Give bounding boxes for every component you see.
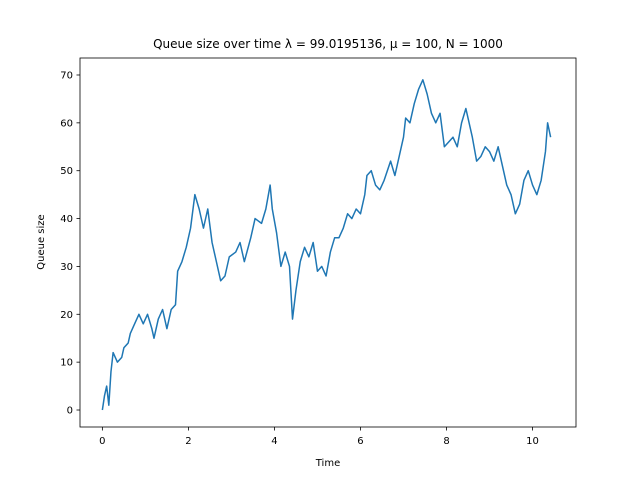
x-tick-label: 2	[185, 436, 191, 447]
x-tick-label: 4	[271, 436, 277, 447]
x-tick-label: 8	[443, 436, 449, 447]
x-tick-label: 6	[357, 436, 363, 447]
x-tick-label: 10	[526, 436, 539, 447]
x-axis-label: Time	[315, 458, 340, 469]
y-tick-label: 30	[60, 262, 73, 273]
y-tick-label: 10	[60, 358, 73, 369]
chart-title: Queue size over time λ = 99.0195136, μ =…	[153, 37, 503, 51]
data-line	[101, 79, 552, 411]
y-tick-label: 60	[60, 118, 73, 129]
y-tick-label: 0	[67, 406, 73, 417]
x-tick-label: 0	[99, 436, 105, 447]
y-axis-label: Queue size	[36, 214, 47, 269]
axes-frame	[79, 57, 577, 428]
y-tick-label: 50	[60, 166, 73, 177]
y-tick-label: 70	[60, 70, 73, 81]
y-tick-label: 20	[60, 310, 73, 321]
y-tick-label: 40	[60, 214, 73, 225]
